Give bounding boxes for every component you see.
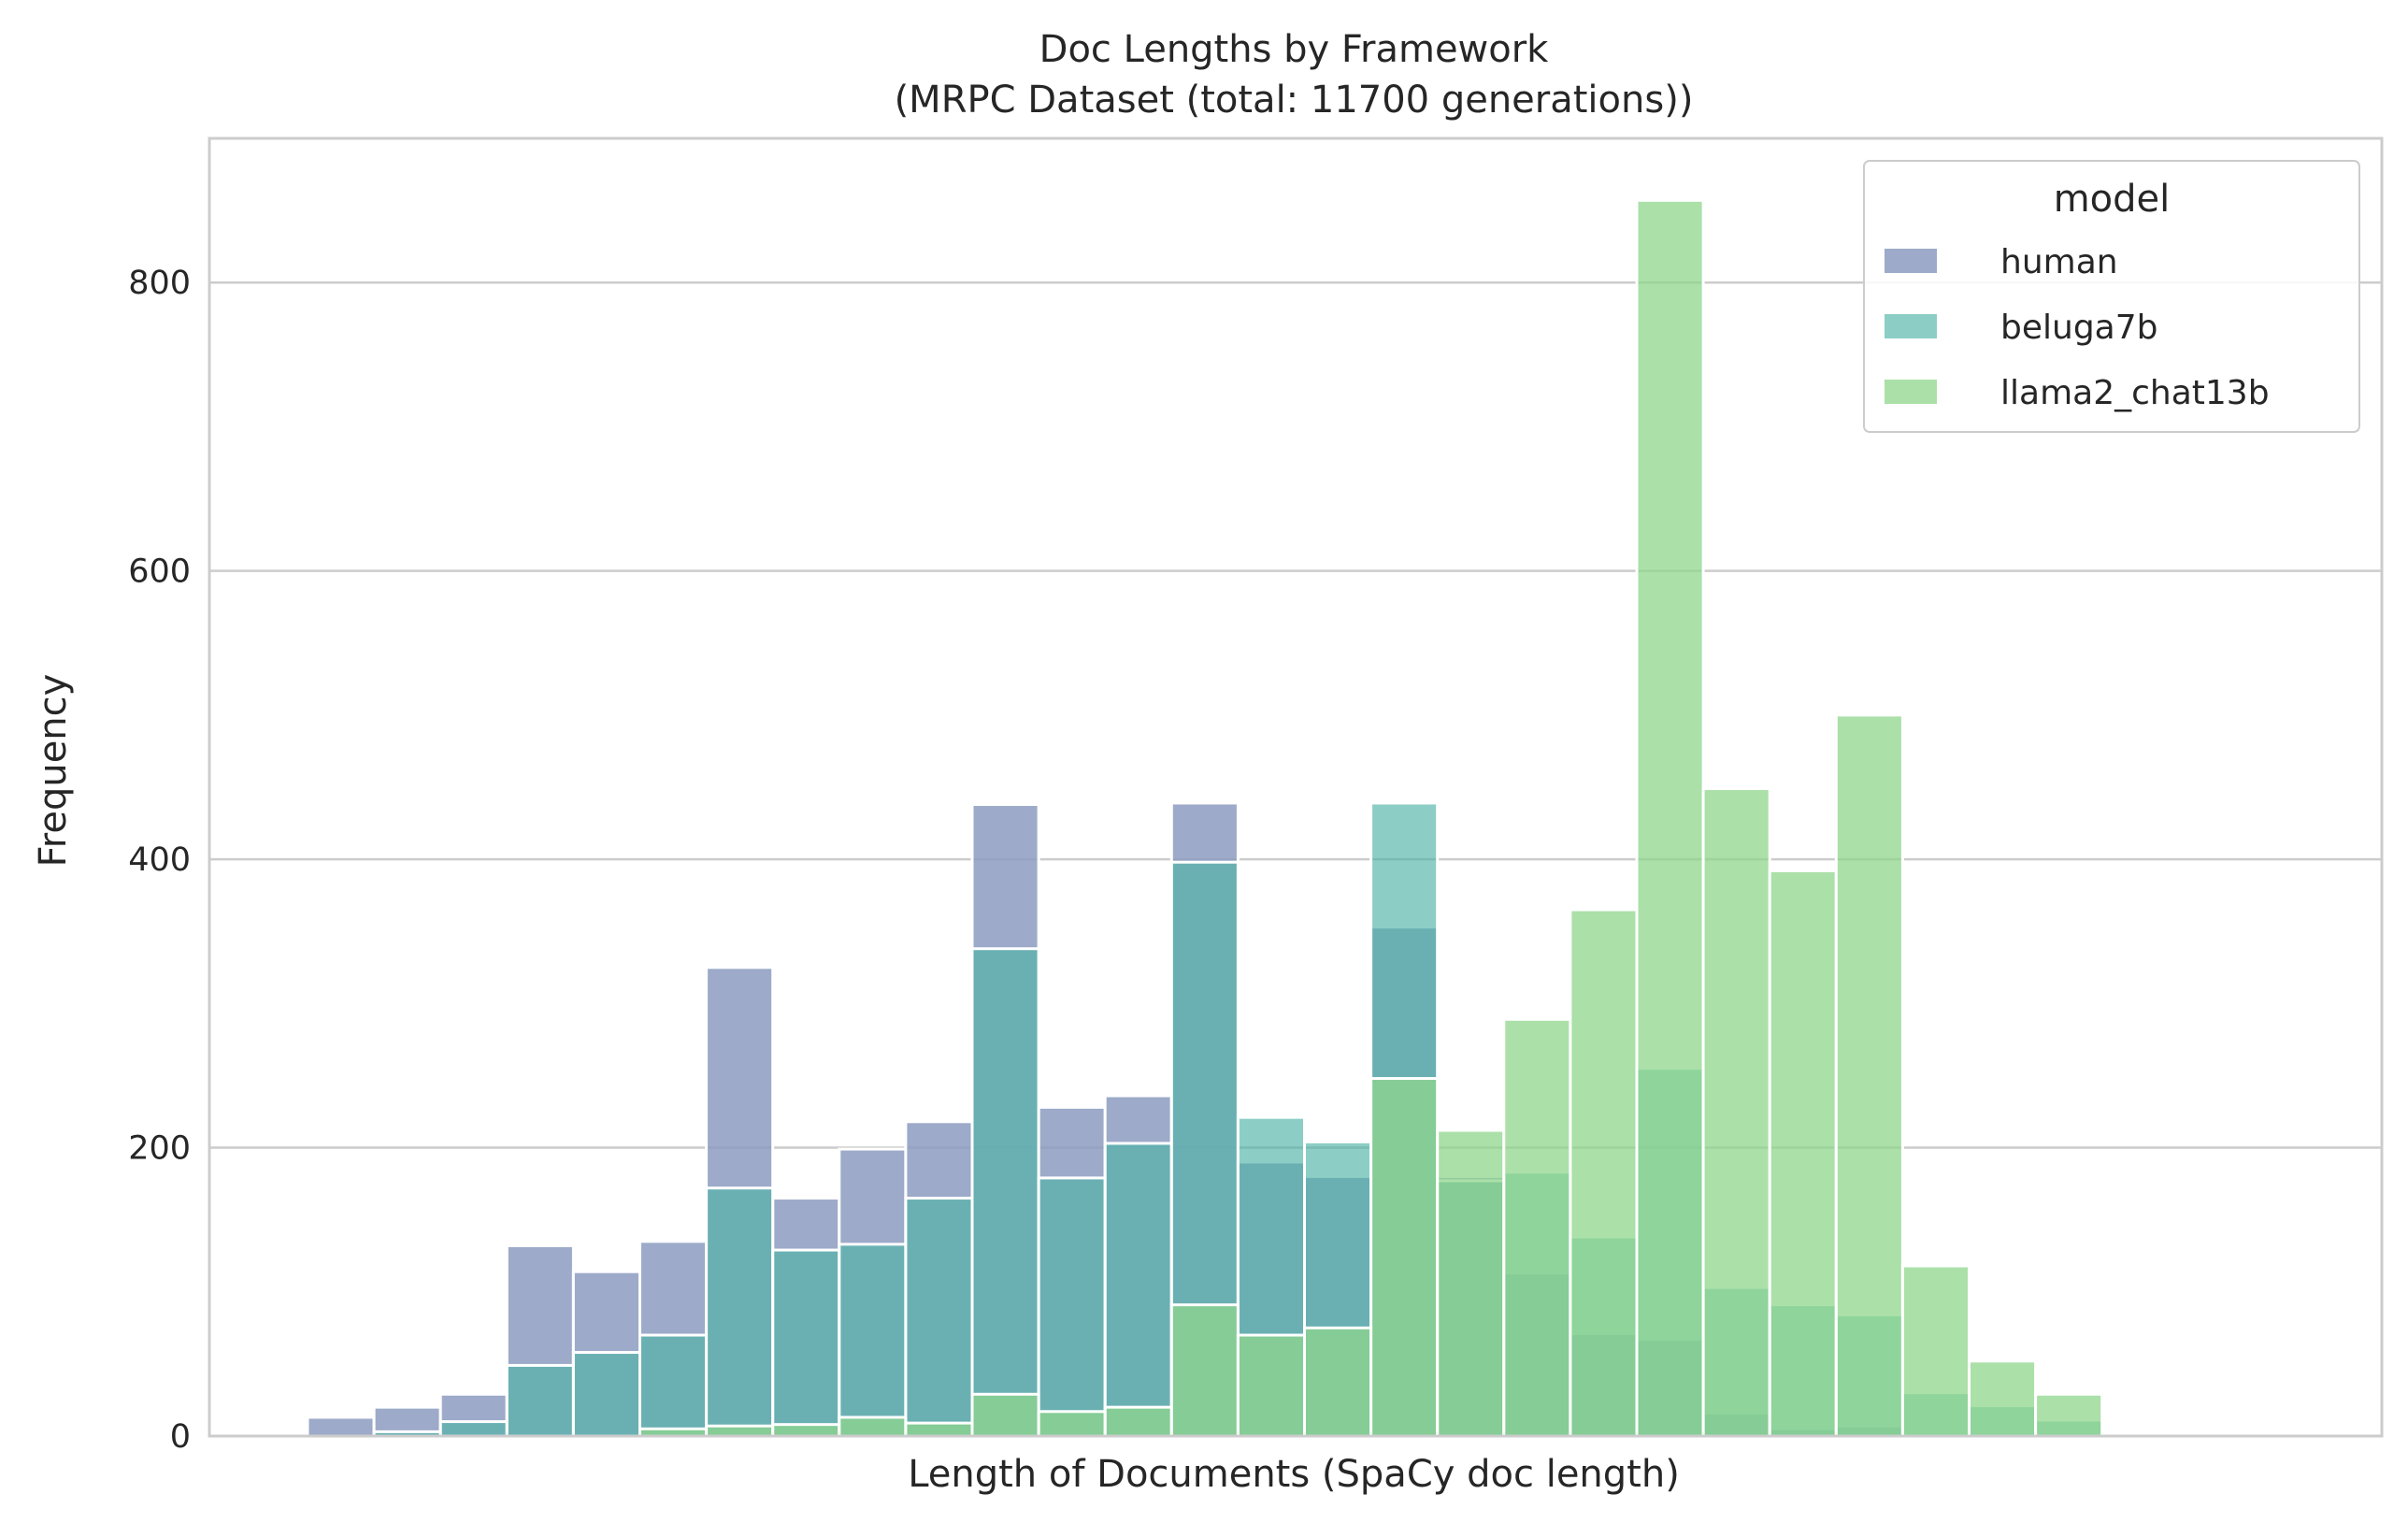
bar-llama2-chat13b-bin-22 bbox=[1768, 869, 1838, 1438]
x-axis-label: Length of Documents (SpaCy doc length) bbox=[908, 1453, 1680, 1496]
legend-swatch-llama2-chat13b bbox=[1885, 380, 1937, 404]
y-tick-label-600: 600 bbox=[128, 553, 191, 591]
bar-llama2-chat13b-bin-7 bbox=[771, 1423, 841, 1438]
bar-beluga7b-bin-11 bbox=[1037, 1176, 1107, 1438]
bar-llama2-chat13b-bin-13 bbox=[1169, 1303, 1240, 1438]
legend-title: model bbox=[2054, 178, 2171, 221]
bar-llama2-chat13b-bin-24 bbox=[1900, 1264, 1971, 1438]
grid-lines bbox=[209, 280, 2382, 1149]
bar-llama2-chat13b-bin-23 bbox=[1834, 713, 1904, 1438]
bar-beluga7b-bin-8 bbox=[838, 1243, 908, 1438]
bar-llama2-chat13b-bin-18 bbox=[1502, 1017, 1572, 1438]
bar-llama2-chat13b-bin-10 bbox=[970, 1392, 1040, 1438]
bar-beluga7b-bin-4 bbox=[571, 1351, 642, 1438]
legend-box bbox=[1863, 160, 2360, 433]
y-tick-label-800: 800 bbox=[128, 265, 191, 302]
bar-llama2-chat13b-bin-9 bbox=[904, 1421, 974, 1438]
bar-llama2-chat13b-bin-15 bbox=[1303, 1326, 1373, 1438]
bar-llama2-chat13b-bin-8 bbox=[838, 1415, 908, 1438]
y-axis-label: Frequency bbox=[32, 674, 75, 868]
legend-swatch-human bbox=[1885, 249, 1937, 273]
bar-beluga7b-bin-7 bbox=[771, 1248, 841, 1438]
bar-llama2-chat13b-bin-19 bbox=[1569, 908, 1639, 1438]
bar-llama2-chat13b-bin-16 bbox=[1369, 1077, 1440, 1438]
chart-subtitle: (MRPC Dataset (total: 11700 generations)… bbox=[895, 79, 1694, 122]
bar-beluga7b-bin-2 bbox=[438, 1420, 509, 1438]
bar-beluga7b-bin-9 bbox=[904, 1197, 974, 1438]
legend-label-human: human bbox=[2000, 243, 2118, 281]
series-llama2-chat13b-bars bbox=[638, 198, 2104, 1438]
bar-human-bin-0 bbox=[306, 1415, 376, 1438]
y-tick-label-400: 400 bbox=[128, 841, 191, 879]
y-tick-labels: 0 200 400 600 800 bbox=[128, 265, 191, 1456]
bar-llama2-chat13b-bin-12 bbox=[1103, 1405, 1173, 1438]
bar-beluga7b-bin-10 bbox=[970, 947, 1040, 1438]
chart-title: Doc Lengths by Framework bbox=[1039, 28, 1550, 71]
bar-llama2-chat13b-bin-14 bbox=[1236, 1333, 1307, 1438]
bar-llama2-chat13b-bin-6 bbox=[705, 1424, 775, 1438]
bar-beluga7b-bin-3 bbox=[505, 1363, 575, 1438]
bar-llama2-chat13b-bin-25 bbox=[1968, 1359, 2038, 1438]
legend-label-beluga7b: beluga7b bbox=[2000, 309, 2158, 347]
bar-llama2-chat13b-bin-11 bbox=[1037, 1410, 1107, 1438]
bar-llama2-chat13b-bin-17 bbox=[1436, 1128, 1506, 1438]
plot-frame bbox=[208, 136, 2384, 1438]
bar-llama2-chat13b-bin-20 bbox=[1635, 198, 1705, 1438]
bar-beluga7b-bin-5 bbox=[638, 1333, 709, 1438]
legend-label-llama2-chat13b: llama2_chat13b bbox=[2000, 374, 2270, 412]
legend-swatch-beluga7b bbox=[1885, 314, 1937, 338]
y-tick-label-0: 0 bbox=[170, 1418, 191, 1456]
bar-beluga7b-bin-6 bbox=[705, 1186, 775, 1438]
bar-llama2-chat13b-bin-26 bbox=[2034, 1392, 2104, 1438]
legend: model human beluga7b llama2_chat13b bbox=[1863, 160, 2360, 433]
y-tick-label-200: 200 bbox=[128, 1130, 191, 1168]
bar-beluga7b-bin-12 bbox=[1103, 1142, 1173, 1438]
bar-llama2-chat13b-bin-21 bbox=[1701, 787, 1771, 1438]
